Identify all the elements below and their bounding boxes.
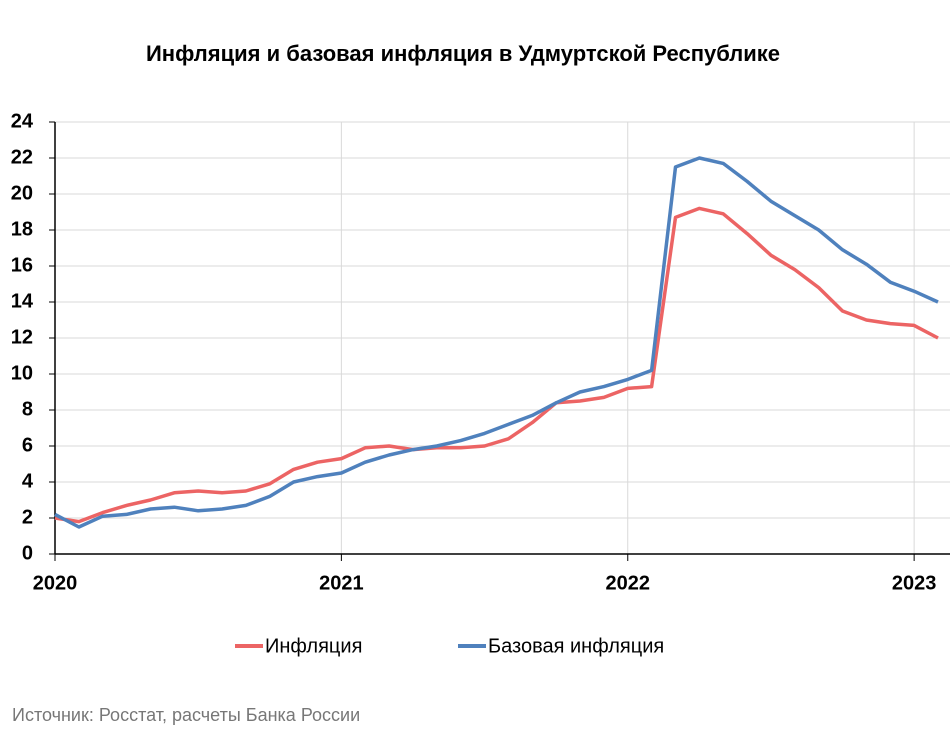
y-tick-label: 20 [11,182,33,204]
y-tick-label: 24 [11,110,34,132]
source-note: Источник: Росстат, расчеты Банка России [12,705,360,725]
legend-label: Базовая инфляция [488,635,664,657]
y-tick-label: 8 [22,398,33,420]
x-tick-label: 2023 [892,572,937,594]
y-tick-label: 2 [22,506,33,528]
y-tick-label: 0 [22,542,33,564]
series-line [54,156,939,529]
y-tick-label: 16 [11,254,33,276]
series-line [54,206,939,524]
y-tick-label: 14 [11,290,34,312]
y-tick-label: 6 [22,434,33,456]
x-tick-label: 2021 [319,572,364,594]
y-tick-label: 18 [11,218,33,240]
legend-label: Инфляция [265,635,362,657]
y-tick-label: 12 [11,326,33,348]
y-tick-label: 22 [11,146,33,168]
y-tick-label: 4 [22,470,34,492]
y-tick-label: 10 [11,362,33,384]
x-tick-label: 2022 [606,572,651,594]
chart-title: Инфляция и базовая инфляция в Удмуртской… [146,41,780,66]
x-tick-label: 2020 [33,572,78,594]
